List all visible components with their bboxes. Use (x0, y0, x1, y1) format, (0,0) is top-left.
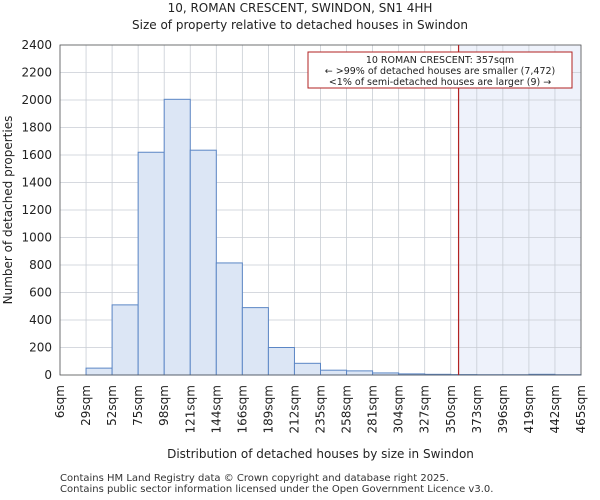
y-tick-label: 600 (29, 286, 52, 300)
annotation-line-3: <1% of semi-detached houses are larger (… (329, 77, 551, 88)
footer-licence: Contains public sector information licen… (60, 484, 494, 495)
x-tick-label: 442sqm (548, 385, 562, 433)
x-tick-label: 6sqm (53, 385, 67, 418)
y-tick-label: 2200 (21, 66, 52, 80)
histogram-bar-29sqm (85, 367, 113, 376)
y-tick-label: 1000 (21, 231, 52, 245)
y-tick-label: 1600 (21, 148, 52, 162)
x-tick-label: 189sqm (261, 385, 275, 433)
y-tick-label: 2400 (21, 38, 52, 52)
chart-subtitle: Size of property relative to detached ho… (132, 18, 468, 32)
y-tick-label: 800 (29, 258, 52, 272)
y-axis-label: Number of detached properties (1, 116, 15, 305)
histogram-bar-258sqm (346, 370, 374, 376)
x-tick-label: 75sqm (131, 385, 145, 426)
x-tick-label: 350sqm (444, 385, 458, 433)
x-tick-label: 396sqm (496, 385, 510, 433)
histogram-bar-144sqm (215, 262, 243, 376)
x-tick-label: 327sqm (418, 385, 432, 433)
y-tick-label: 1800 (21, 121, 52, 135)
histogram-bar-235sqm (320, 369, 348, 376)
plot-frame (59, 44, 582, 376)
y-tick-label: 1400 (21, 176, 52, 190)
x-tick-label: 281sqm (366, 385, 380, 433)
x-tick-label: 52sqm (105, 385, 119, 426)
histogram-bar-212sqm (293, 362, 322, 376)
histogram-bar-75sqm (137, 151, 165, 376)
footer-copyright: Contains HM Land Registry data © Crown c… (60, 473, 449, 484)
annotation-line-2: ← >99% of detached houses are smaller (7… (325, 66, 556, 77)
x-tick-label: 304sqm (392, 385, 406, 433)
x-tick-label: 29sqm (79, 385, 93, 426)
histogram-bar-166sqm (241, 307, 269, 376)
x-tick-label: 465sqm (574, 385, 588, 433)
x-tick-label: 258sqm (340, 385, 354, 433)
y-tick-label: 400 (29, 313, 52, 327)
y-tick-label: 200 (29, 341, 52, 355)
x-tick-label: 98sqm (157, 385, 171, 426)
y-tick-label: 0 (44, 368, 52, 382)
histogram-bar-52sqm (111, 304, 139, 376)
y-tick-label: 2000 (21, 93, 52, 107)
chart-title: 10, ROMAN CRESCENT, SWINDON, SN1 4HH (167, 1, 433, 15)
x-axis-label: Distribution of detached houses by size … (167, 447, 474, 461)
x-tick-label: 121sqm (183, 385, 197, 433)
y-tick-label: 1200 (21, 203, 52, 217)
annotation-box (307, 51, 573, 89)
x-tick-label: 419sqm (522, 385, 536, 433)
x-tick-label: 144sqm (209, 385, 223, 433)
x-tick-label: 235sqm (314, 385, 328, 433)
x-tick-label: 166sqm (235, 385, 249, 433)
x-tick-label: 373sqm (470, 385, 484, 433)
histogram-bar-98sqm (163, 98, 191, 376)
x-tick-label: 212sqm (287, 385, 301, 433)
histogram-bar-121sqm (189, 149, 217, 376)
annotation-line-1: 10 ROMAN CRESCENT: 357sqm (366, 55, 514, 66)
histogram-bar-189sqm (267, 347, 295, 376)
